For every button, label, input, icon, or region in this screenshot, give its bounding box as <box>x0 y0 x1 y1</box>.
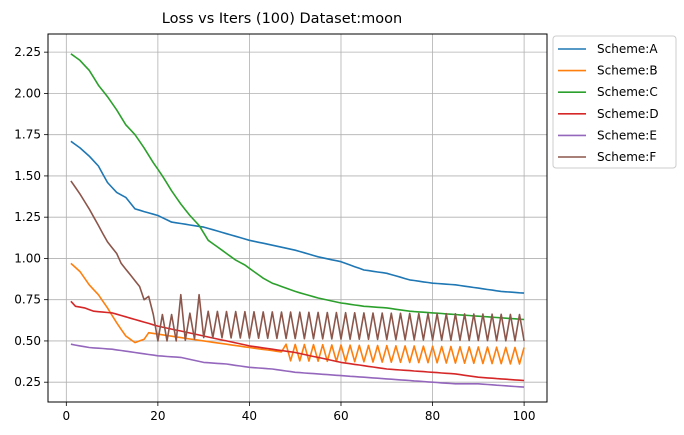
legend-label: Scheme:A <box>597 42 658 56</box>
grid <box>48 34 547 402</box>
y-tick-label: 0.50 <box>14 334 41 348</box>
y-axis: 0.25 0.50 0.75 1.00 1.25 1.50 1.75 2.00 2.25 <box>14 45 48 389</box>
series-line-scheme-e <box>70 343 525 388</box>
legend-label: Scheme:C <box>597 85 658 99</box>
series-line-scheme-f <box>70 180 525 342</box>
series-line-scheme-d <box>70 300 525 382</box>
series-line-scheme-a <box>70 140 525 294</box>
y-tick-label: 1.50 <box>14 169 41 183</box>
series-line-scheme-c <box>70 53 525 321</box>
x-tick-label: 0 <box>62 409 70 423</box>
y-tick-label: 2.00 <box>14 86 41 100</box>
legend-label: Scheme:E <box>597 128 657 142</box>
y-tick-label: 1.75 <box>14 128 41 142</box>
x-tick-label: 60 <box>333 409 348 423</box>
y-tick-label: 1.00 <box>14 251 41 265</box>
y-tick-label: 1.25 <box>14 210 41 224</box>
x-tick-label: 20 <box>150 409 165 423</box>
legend-label: Scheme:D <box>597 107 659 121</box>
x-tick-label: 100 <box>513 409 536 423</box>
plot-frame <box>47 33 548 403</box>
x-tick-label: 80 <box>425 409 440 423</box>
y-tick-label: 0.75 <box>14 293 41 307</box>
legend: Scheme:A Scheme:B Scheme:C Scheme:D Scheme:E… <box>552 35 677 169</box>
y-tick-label: 2.25 <box>14 45 41 59</box>
series-lines <box>70 53 525 388</box>
x-tick-label: 40 <box>242 409 257 423</box>
x-axis: 0 20 40 60 80 100 <box>62 402 536 423</box>
legend-label: Scheme:F <box>597 150 656 164</box>
legend-label: Scheme:B <box>597 64 658 78</box>
chart-title: Loss vs Iters (100) Dataset:moon <box>162 11 403 27</box>
y-tick-label: 0.25 <box>14 375 41 389</box>
